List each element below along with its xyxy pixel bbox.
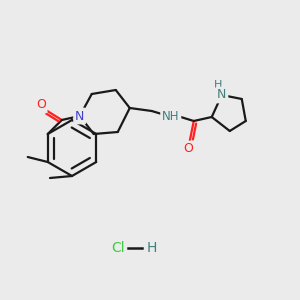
Text: O: O (36, 98, 46, 112)
Text: O: O (183, 142, 193, 155)
Text: Cl: Cl (111, 241, 125, 255)
Text: N: N (75, 110, 84, 122)
Text: NH: NH (162, 110, 179, 124)
Text: H: H (147, 241, 157, 255)
Text: H: H (214, 80, 222, 90)
Text: N: N (217, 88, 226, 101)
